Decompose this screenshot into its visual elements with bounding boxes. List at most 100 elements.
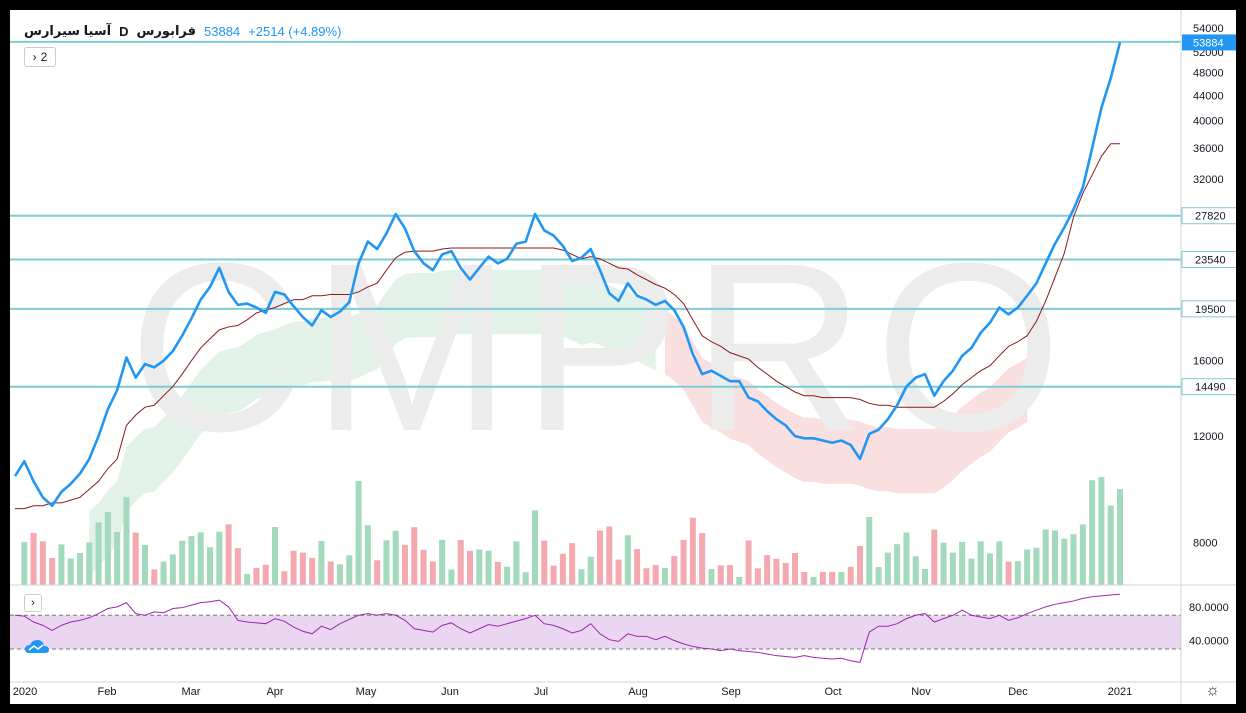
volume-bar — [207, 547, 213, 585]
volume-bar — [541, 540, 548, 585]
price-tick-label: 54000 — [1193, 23, 1224, 35]
volume-bar — [142, 545, 148, 585]
volume-bar — [987, 553, 993, 585]
chevron-right-icon: › — [31, 597, 35, 609]
price-tick-label: 40000 — [1193, 116, 1224, 128]
time-tick-label: 2021 — [1108, 686, 1132, 698]
volume-bar — [912, 556, 919, 585]
volume-bar — [847, 566, 854, 585]
indicators-toggle-button[interactable]: › 2 — [24, 47, 56, 67]
price-chart[interactable]: CMPRO 40.0000 80.0000 8000 12000 16000 32000… — [10, 10, 1236, 704]
volume-bar — [457, 539, 464, 585]
level-label: 23540 — [1195, 254, 1226, 266]
volume-bar — [123, 497, 130, 585]
volume-bar — [522, 572, 529, 585]
volume-bar — [597, 530, 603, 585]
level-label-box — [1181, 378, 1236, 396]
volume-bar — [448, 569, 455, 585]
time-tick-label: Feb — [98, 686, 117, 698]
volume-bar — [931, 529, 938, 585]
rsi-band — [10, 615, 1181, 649]
volume-bar — [968, 558, 975, 585]
volume-bar — [299, 552, 306, 585]
volume-bar — [77, 553, 83, 585]
volume-bar — [1042, 529, 1049, 585]
indicator-count: 2 — [40, 50, 48, 64]
volume-bar — [262, 564, 269, 585]
volume-bar — [838, 571, 845, 585]
last-price-box — [1182, 34, 1236, 51]
volume-bar — [884, 552, 891, 585]
volume-bar — [559, 553, 566, 585]
volume-bar — [439, 539, 446, 585]
volume-bar — [197, 532, 204, 585]
symbol-name: آسیا سیرارس — [24, 23, 112, 38]
volume-bar — [392, 530, 399, 585]
volume-bar — [346, 555, 353, 585]
volume-bar — [364, 525, 371, 585]
volume-bar — [829, 571, 836, 585]
volume-bar — [903, 532, 910, 585]
volume-bar — [569, 543, 576, 585]
volume-bar — [922, 569, 928, 585]
volume-bar — [680, 539, 687, 585]
time-tick-label: 2020 — [13, 686, 37, 698]
volume-bar — [114, 531, 121, 585]
volume-bar — [1089, 480, 1096, 585]
volume-bar — [169, 554, 176, 585]
volume-bar — [1098, 477, 1105, 585]
volume-bar — [225, 524, 232, 585]
time-tick-label: Dec — [1008, 686, 1028, 698]
volume-bar — [272, 527, 278, 585]
volume-bar — [1024, 549, 1031, 585]
volume-bar — [977, 541, 984, 585]
volume-bar — [745, 540, 752, 585]
volume-bar — [21, 542, 28, 585]
time-tick-label: May — [356, 686, 377, 698]
price-line — [13, 42, 1122, 508]
volume-bar — [1005, 561, 1012, 585]
volume-bar — [420, 549, 427, 585]
time-tick-label: Oct — [824, 686, 841, 698]
volume-bar — [1070, 534, 1077, 585]
price-tick-label: 48000 — [1193, 68, 1224, 80]
volume-bar — [792, 553, 798, 585]
chart-frame: CMPRO 40.0000 80.0000 8000 12000 16000 32000… — [10, 10, 1236, 704]
volume-bar — [411, 527, 418, 585]
price-change: +2514 (+4.89%) — [248, 23, 342, 39]
volume-bar — [959, 541, 966, 585]
volume-bar — [132, 532, 139, 585]
volume-bar — [624, 535, 631, 585]
time-tick-label: Aug — [628, 686, 648, 698]
rsi-toggle-button[interactable]: › — [24, 594, 42, 612]
volume-bar — [467, 550, 473, 585]
last-price-label: 53884 — [1193, 37, 1224, 49]
volume-bar — [290, 550, 297, 585]
volume-bar — [327, 561, 334, 585]
volume-bar — [717, 565, 724, 585]
volume-bar — [587, 556, 594, 585]
volume-bar — [866, 517, 873, 585]
volume-bar — [949, 552, 956, 585]
volume-bar — [634, 549, 641, 585]
volume-bar — [188, 536, 195, 585]
price-tick-label: 32000 — [1193, 174, 1224, 186]
volume-bar — [708, 569, 715, 585]
volume-bar — [476, 549, 483, 585]
last-price: 53884 — [204, 23, 241, 39]
volume-bar — [429, 561, 436, 585]
volume-bar — [355, 481, 362, 585]
cloud-logo-icon — [25, 640, 49, 653]
volume-bar — [67, 558, 74, 585]
time-tick-label: Apr — [266, 686, 283, 698]
interval-label[interactable]: D — [119, 23, 129, 39]
volume-bar — [244, 573, 251, 585]
volume-bar — [513, 541, 520, 585]
volume-bar — [810, 577, 817, 585]
volume-bar — [1014, 561, 1021, 585]
volume-bar — [402, 544, 408, 585]
volume-bar — [764, 555, 771, 585]
settings-gear-icon[interactable]: ☼ — [1205, 682, 1220, 699]
volume-bar — [1079, 524, 1086, 585]
volume-bar — [996, 541, 1003, 585]
